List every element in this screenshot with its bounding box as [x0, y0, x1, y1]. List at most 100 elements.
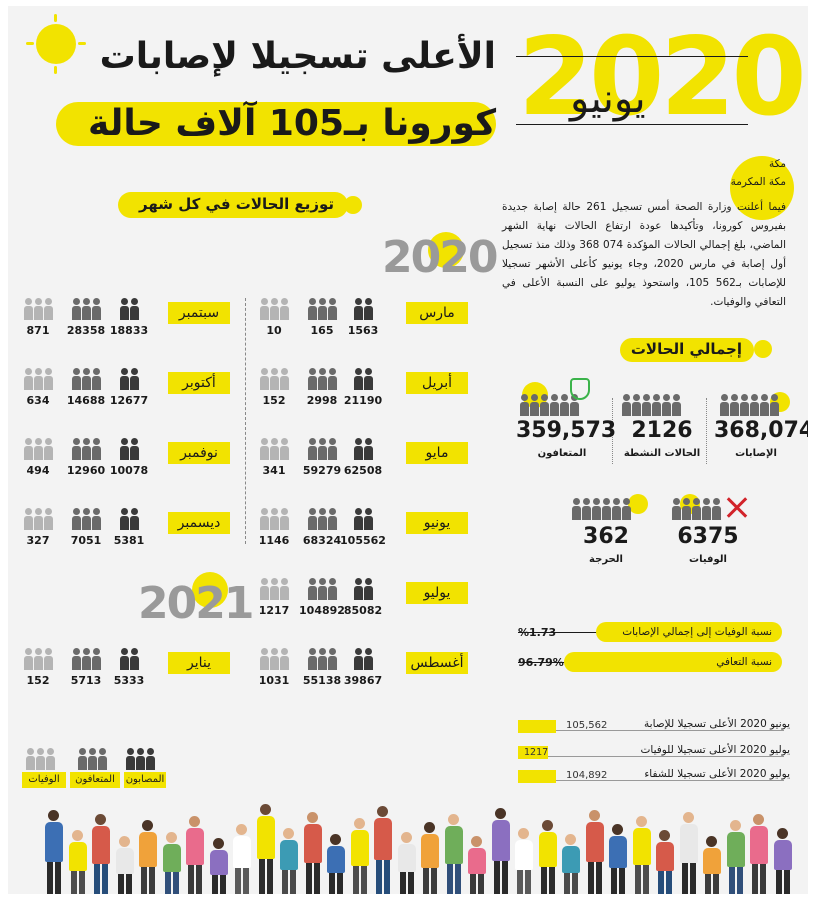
cases-value: 5381: [113, 534, 145, 547]
month-label: نوفمبر: [168, 442, 230, 464]
person-icon: [770, 394, 779, 416]
recovered-value: 55138: [302, 674, 342, 687]
year-marker-circle: [192, 572, 228, 608]
deaths-value: 634: [26, 394, 50, 407]
person-icon: [270, 578, 279, 600]
headline-highlight: [56, 102, 496, 146]
person-icon: [24, 508, 33, 530]
person-illustration: [773, 828, 793, 894]
month-label: مارس: [406, 302, 468, 324]
person-icon: [662, 394, 671, 416]
person-icon: [354, 368, 363, 390]
record-label-recovery: يوليو 2020 الأعلى تسجيلا للشفاء: [644, 768, 790, 780]
person-icon: [92, 298, 101, 320]
person-icon: [24, 438, 33, 460]
person-icon: [520, 394, 529, 416]
deaths-value: 871: [26, 324, 50, 337]
totals-separator: [706, 398, 707, 464]
person-icon: [34, 298, 43, 320]
virus-icon: [754, 340, 772, 358]
recovered-value: 14688: [66, 394, 106, 407]
person-icon: [602, 498, 611, 520]
total-critical-value: 362: [583, 524, 629, 549]
record-label-deaths: يوليو 2020 الأعلى تسجيلا للوفيات: [640, 744, 790, 756]
person-icon: [82, 648, 91, 670]
intro-paragraph: فيما أعلنت وزارة الصحة أمس تسجيل 261 حال…: [502, 201, 787, 308]
record-label-infections: يونيو 2020 الأعلى تسجيلا للإصابة: [644, 718, 790, 730]
recovered-value: 28358: [66, 324, 106, 337]
person-icon: [44, 648, 53, 670]
person-icon: [270, 298, 279, 320]
deaths-figures: [260, 508, 289, 530]
decorative-circle: [730, 156, 794, 220]
person-icon: [364, 368, 373, 390]
person-icon: [308, 298, 317, 320]
person-illustration: [91, 814, 111, 894]
month-label: يناير: [168, 652, 230, 674]
crowd-illustration: [8, 796, 808, 894]
recovered-figures: [308, 648, 337, 670]
person-illustration: [514, 828, 534, 894]
person-icon: [720, 394, 729, 416]
recovery-ratio-value: 96.79%: [518, 656, 564, 669]
person-icon: [318, 368, 327, 390]
person-icon: [136, 748, 145, 770]
record-line: [518, 780, 784, 781]
record-bar-infections: [518, 720, 556, 733]
distribution-heading: توزيع الحالات في كل شهر: [139, 195, 334, 213]
person-icon: [622, 498, 631, 520]
person-illustration: [256, 804, 276, 894]
person-icon: [88, 748, 97, 770]
person-icon: [682, 498, 691, 520]
person-icon: [280, 298, 289, 320]
person-icon: [82, 298, 91, 320]
person-icon: [82, 368, 91, 390]
person-icon: [270, 368, 279, 390]
person-icon: [354, 438, 363, 460]
person-icon: [712, 498, 721, 520]
cases-value: 5333: [113, 674, 145, 687]
person-icon: [82, 438, 91, 460]
person-icon: [72, 508, 81, 530]
deaths-figures: [260, 368, 289, 390]
month-label: يوليو: [406, 582, 468, 604]
person-illustration: [68, 830, 88, 894]
person-icon: [328, 438, 337, 460]
legend-label-deaths: الوفيات: [22, 772, 66, 788]
person-icon: [318, 508, 327, 530]
deaths-figures: [260, 648, 289, 670]
headline-year: 2020: [518, 15, 807, 140]
death-ratio-value: %1.73: [518, 626, 557, 639]
person-icon: [72, 298, 81, 320]
cases-figures: [354, 508, 373, 530]
person-icon: [354, 298, 363, 320]
person-icon: [642, 394, 651, 416]
cases-value: 85082: [343, 604, 383, 617]
person-icon: [270, 508, 279, 530]
person-icon: [730, 394, 739, 416]
month-label: أكتوبر: [168, 372, 230, 394]
deaths-value: 341: [262, 464, 286, 477]
recovery-ratio-label: نسبة التعافي: [564, 652, 782, 672]
cases-value: 21190: [343, 394, 383, 407]
person-icon: [364, 578, 373, 600]
recovered-figures: [72, 368, 101, 390]
total-infections-value: 368,074: [714, 418, 808, 443]
total-critical-label: الحرجة: [589, 554, 623, 565]
total-recovered-label: المتعافون: [537, 448, 587, 459]
deaths-figures: [24, 438, 53, 460]
person-illustration: [679, 812, 699, 894]
person-icon: [364, 298, 373, 320]
deaths-value: 327: [26, 534, 50, 547]
person-icon: [44, 438, 53, 460]
cases-value: 62508: [343, 464, 383, 477]
person-icon: [24, 298, 33, 320]
recovered-figures: [308, 578, 337, 600]
person-icon: [354, 508, 363, 530]
person-icon: [592, 498, 601, 520]
month-label: ديسمبر: [168, 512, 230, 534]
person-icon: [582, 498, 591, 520]
person-icon: [44, 508, 53, 530]
deaths-value: 1031: [258, 674, 290, 687]
person-icon: [92, 368, 101, 390]
